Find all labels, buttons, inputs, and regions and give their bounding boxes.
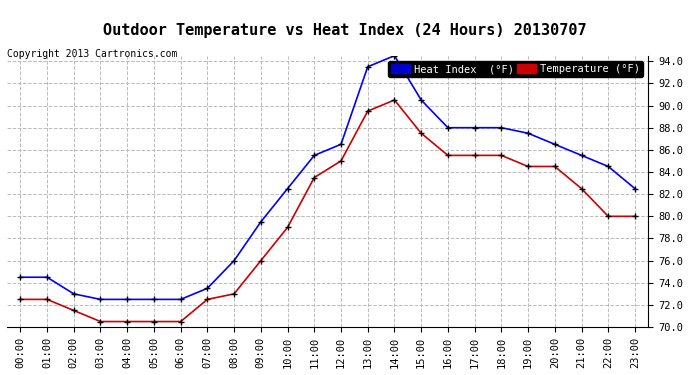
Legend: Heat Index  (°F), Temperature (°F): Heat Index (°F), Temperature (°F)	[388, 61, 643, 77]
Text: Copyright 2013 Cartronics.com: Copyright 2013 Cartronics.com	[7, 49, 177, 59]
Text: Outdoor Temperature vs Heat Index (24 Hours) 20130707: Outdoor Temperature vs Heat Index (24 Ho…	[104, 22, 586, 38]
